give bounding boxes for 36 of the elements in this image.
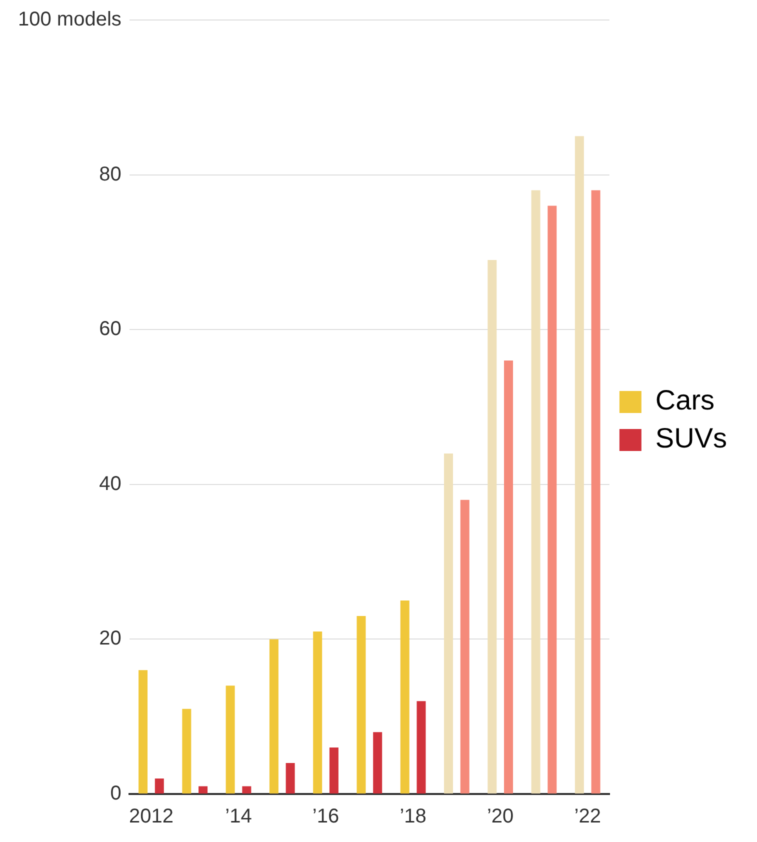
bar bbox=[531, 190, 540, 794]
legend-label: Cars bbox=[655, 384, 715, 416]
bar bbox=[226, 686, 235, 794]
bar bbox=[138, 670, 148, 794]
x-tick-label: ’20 bbox=[486, 806, 514, 828]
legend-label: SUVs bbox=[655, 422, 728, 454]
y-tick-label: 60 bbox=[99, 318, 122, 340]
bar bbox=[488, 260, 497, 794]
bar bbox=[313, 631, 322, 794]
bar bbox=[356, 616, 366, 794]
y-tick-label: 20 bbox=[99, 628, 122, 650]
y-tick-label: 80 bbox=[99, 163, 122, 186]
bar bbox=[444, 453, 454, 794]
bar bbox=[154, 778, 164, 794]
x-tick-label: ’22 bbox=[574, 806, 601, 828]
bar bbox=[574, 136, 584, 794]
bar bbox=[460, 500, 470, 794]
bar bbox=[373, 732, 382, 794]
bar bbox=[269, 639, 278, 794]
x-tick-label: ’14 bbox=[225, 806, 252, 828]
x-tick-label: 2012 bbox=[128, 806, 174, 828]
bar bbox=[198, 786, 208, 794]
y-tick-label: 0 bbox=[110, 782, 122, 805]
bar bbox=[286, 763, 295, 794]
x-tick-label: ’18 bbox=[400, 806, 426, 828]
y-tick-label: 40 bbox=[99, 472, 122, 495]
y-tick-label: 100 models bbox=[18, 8, 122, 31]
bar bbox=[242, 786, 252, 794]
x-tick-label: ’16 bbox=[312, 806, 340, 828]
bar bbox=[400, 600, 410, 794]
bar bbox=[182, 708, 192, 794]
bar bbox=[329, 748, 338, 794]
bar bbox=[548, 206, 557, 794]
bar bbox=[591, 190, 600, 794]
bar bbox=[416, 701, 426, 794]
bar bbox=[504, 360, 514, 794]
